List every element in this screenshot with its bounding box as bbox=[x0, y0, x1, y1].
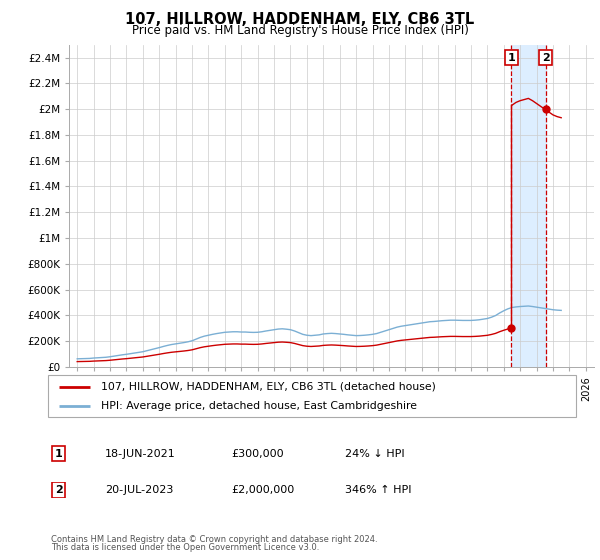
Text: 1: 1 bbox=[55, 449, 62, 459]
FancyBboxPatch shape bbox=[48, 375, 576, 417]
Text: Price paid vs. HM Land Registry's House Price Index (HPI): Price paid vs. HM Land Registry's House … bbox=[131, 24, 469, 36]
FancyBboxPatch shape bbox=[52, 482, 65, 497]
Text: 18-JUN-2021: 18-JUN-2021 bbox=[105, 449, 176, 459]
Text: 2: 2 bbox=[542, 53, 550, 63]
Text: 20-JUL-2023: 20-JUL-2023 bbox=[105, 485, 173, 495]
Text: 2: 2 bbox=[55, 485, 62, 495]
Text: Contains HM Land Registry data © Crown copyright and database right 2024.: Contains HM Land Registry data © Crown c… bbox=[51, 535, 377, 544]
FancyBboxPatch shape bbox=[52, 446, 65, 461]
Text: 107, HILLROW, HADDENHAM, ELY, CB6 3TL (detached house): 107, HILLROW, HADDENHAM, ELY, CB6 3TL (d… bbox=[101, 381, 436, 391]
Text: £2,000,000: £2,000,000 bbox=[231, 485, 294, 495]
Bar bbox=[511, 45, 545, 367]
Text: 24% ↓ HPI: 24% ↓ HPI bbox=[345, 449, 404, 459]
Text: 1: 1 bbox=[508, 53, 515, 63]
Text: £300,000: £300,000 bbox=[231, 449, 284, 459]
Text: 107, HILLROW, HADDENHAM, ELY, CB6 3TL: 107, HILLROW, HADDENHAM, ELY, CB6 3TL bbox=[125, 12, 475, 27]
Text: HPI: Average price, detached house, East Cambridgeshire: HPI: Average price, detached house, East… bbox=[101, 401, 417, 411]
Text: 346% ↑ HPI: 346% ↑ HPI bbox=[345, 485, 412, 495]
Text: This data is licensed under the Open Government Licence v3.0.: This data is licensed under the Open Gov… bbox=[51, 543, 319, 553]
